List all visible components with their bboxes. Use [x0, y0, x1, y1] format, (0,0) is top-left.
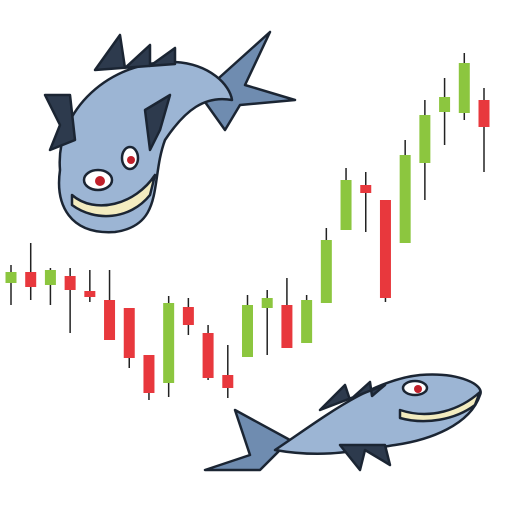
- candle-body: [439, 97, 451, 112]
- candle-body: [419, 115, 431, 163]
- candle-body: [222, 375, 234, 388]
- fin: [338, 443, 392, 472]
- candle-body: [104, 300, 116, 340]
- pupil: [127, 156, 135, 164]
- candle-body: [360, 185, 372, 193]
- candle-body: [379, 200, 391, 298]
- fin: [43, 93, 77, 152]
- candle-body: [25, 272, 37, 287]
- fin: [143, 93, 172, 152]
- candle-body: [320, 240, 332, 303]
- candle-body: [64, 276, 76, 290]
- candle-body: [281, 305, 293, 348]
- candle-body: [261, 298, 273, 308]
- teeth: [398, 390, 482, 423]
- candle-body: [458, 63, 470, 113]
- candle-body: [242, 305, 253, 357]
- fish-top: [43, 30, 297, 234]
- candle-body: [84, 291, 96, 297]
- candle-body: [163, 303, 175, 383]
- fish-bottom: [203, 373, 482, 472]
- candle-body: [478, 100, 490, 127]
- fin: [318, 380, 387, 412]
- candle-body: [44, 270, 56, 285]
- candle-body: [202, 333, 214, 378]
- candle-body: [5, 272, 17, 283]
- candle-body: [123, 308, 135, 358]
- tail: [198, 30, 297, 132]
- candle-body: [182, 307, 194, 325]
- candle-body: [301, 300, 313, 343]
- candle-body: [143, 355, 155, 393]
- teeth: [70, 173, 157, 218]
- tail: [203, 408, 292, 472]
- candle-body: [340, 180, 352, 230]
- candle-body: [399, 155, 411, 243]
- candles: [5, 53, 490, 400]
- pupil: [414, 385, 422, 393]
- fin: [93, 33, 177, 72]
- pupil: [95, 176, 105, 186]
